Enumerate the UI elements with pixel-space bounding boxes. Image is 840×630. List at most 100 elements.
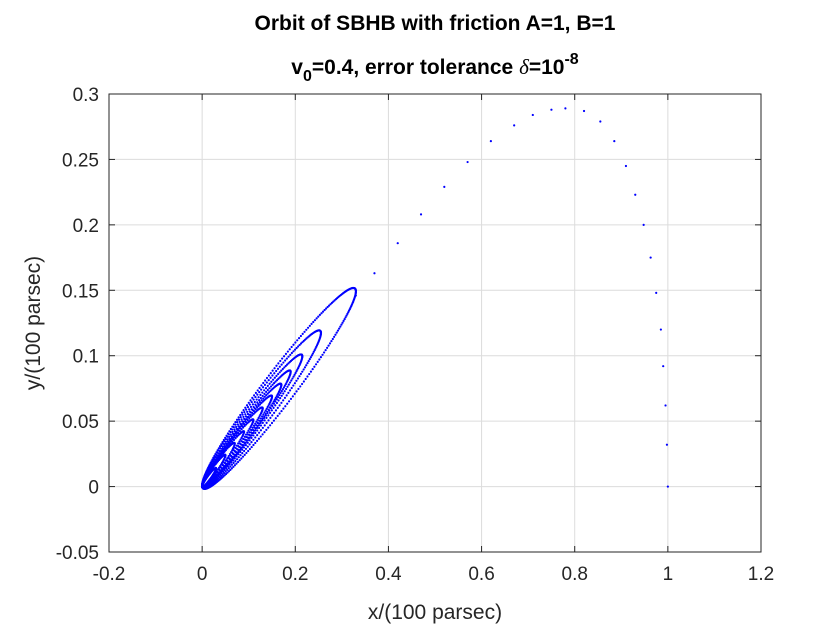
orbit-point [266, 384, 269, 387]
orbit-point [231, 428, 234, 431]
orbit-point [250, 431, 253, 434]
orbit-point [252, 424, 256, 427]
orbit-point [256, 393, 259, 396]
orbit-point [466, 160, 469, 164]
orbit-point [262, 397, 265, 400]
orbit-series [200, 107, 669, 490]
axis-ticks: -0.2 0 0.2 0.4 0.6 0.8 1 1.2 -0.05 0 0.05 0.1 0.15 0.… [56, 85, 775, 585]
orbit-point [331, 337, 334, 341]
orbit-point [281, 367, 284, 371]
orbit-point [243, 449, 246, 453]
orbit-point [255, 439, 259, 442]
orbit-point [263, 411, 266, 414]
x-tick-label: 0.4 [375, 564, 402, 585]
orbit-point [257, 431, 261, 434]
orbit-point [248, 443, 251, 446]
orbit-point [226, 447, 229, 450]
orbit-point [280, 401, 283, 404]
orbit-point [294, 371, 297, 375]
orbit-point [252, 434, 255, 437]
orbit-point [257, 437, 261, 440]
orbit-point [298, 343, 301, 347]
orbit-point [300, 382, 304, 386]
orbit-point [304, 377, 307, 381]
orbit-point [272, 419, 275, 422]
orbit-point [278, 371, 281, 374]
orbit-point [282, 399, 285, 402]
orbit-point [246, 445, 249, 448]
orbit-point [248, 403, 251, 406]
orbit-point [242, 426, 245, 429]
title-delta: δ [519, 55, 530, 79]
orbit-point [247, 449, 250, 453]
orbit-point [260, 399, 263, 402]
orbit-point [287, 355, 290, 358]
orbit-point [237, 453, 240, 456]
orbit-point [214, 463, 217, 466]
orbit-point [269, 416, 272, 420]
orbit-point [231, 449, 234, 452]
orbit-point [242, 446, 246, 449]
orbit-point [268, 387, 271, 390]
orbit-point [273, 398, 276, 401]
orbit-point [582, 109, 586, 113]
orbit-point [292, 343, 295, 346]
orbit-point [261, 386, 265, 389]
orbit-point [419, 213, 423, 216]
orbit-point [299, 372, 302, 376]
orbit-point [256, 389, 259, 392]
orbit-point [238, 425, 241, 428]
orbit-point [237, 434, 240, 437]
orbit-point [299, 385, 302, 388]
orbit-point [267, 426, 270, 429]
orbit-point [396, 242, 399, 245]
orbit-point [242, 431, 246, 434]
x-axis-label: x/(100 parsec) [368, 601, 502, 624]
orbit-point [666, 485, 669, 488]
orbit-point [282, 386, 286, 389]
orbit-point [531, 113, 534, 117]
orbit-point [279, 391, 282, 395]
orbit-point [292, 384, 295, 387]
orbit-point [264, 409, 267, 412]
orbit-point [246, 431, 249, 434]
orbit-point [290, 386, 293, 390]
orbit-point [285, 357, 288, 360]
orbit-point [232, 465, 235, 468]
orbit-point [248, 431, 251, 434]
orbit-point [321, 310, 325, 313]
orbit-point [265, 390, 268, 394]
orbit-point [277, 372, 280, 376]
orbit-point [254, 408, 257, 411]
orbit-point [302, 380, 305, 383]
orbit-point [280, 394, 283, 397]
orbit-point [263, 395, 266, 398]
y-axis-label: y/(100 parsec) [22, 256, 45, 390]
orbit-point [258, 399, 261, 402]
orbit-point [231, 430, 234, 434]
orbit-point [250, 441, 253, 444]
orbit-point [259, 417, 262, 420]
orbit-point [237, 416, 240, 419]
orbit-point [303, 330, 306, 333]
orbit-point [320, 312, 323, 315]
title-v-subscript: 0 [303, 68, 312, 85]
orbit-point [232, 426, 235, 429]
orbit-point [310, 354, 313, 357]
orbit-point [246, 410, 249, 413]
orbit-point [655, 291, 658, 294]
orbit-point [273, 367, 276, 370]
orbit-point [230, 467, 233, 470]
orbit-point [256, 421, 259, 425]
orbit-point [287, 383, 290, 386]
orbit-point [285, 394, 288, 397]
orbit-point [265, 376, 269, 380]
orbit-point [301, 341, 304, 344]
orbit-point [255, 420, 258, 423]
orbit-point [265, 421, 268, 424]
axes-box [108, 93, 762, 553]
orbit-point [252, 398, 255, 401]
orbit-point [219, 464, 222, 468]
orbit-point [269, 424, 272, 427]
